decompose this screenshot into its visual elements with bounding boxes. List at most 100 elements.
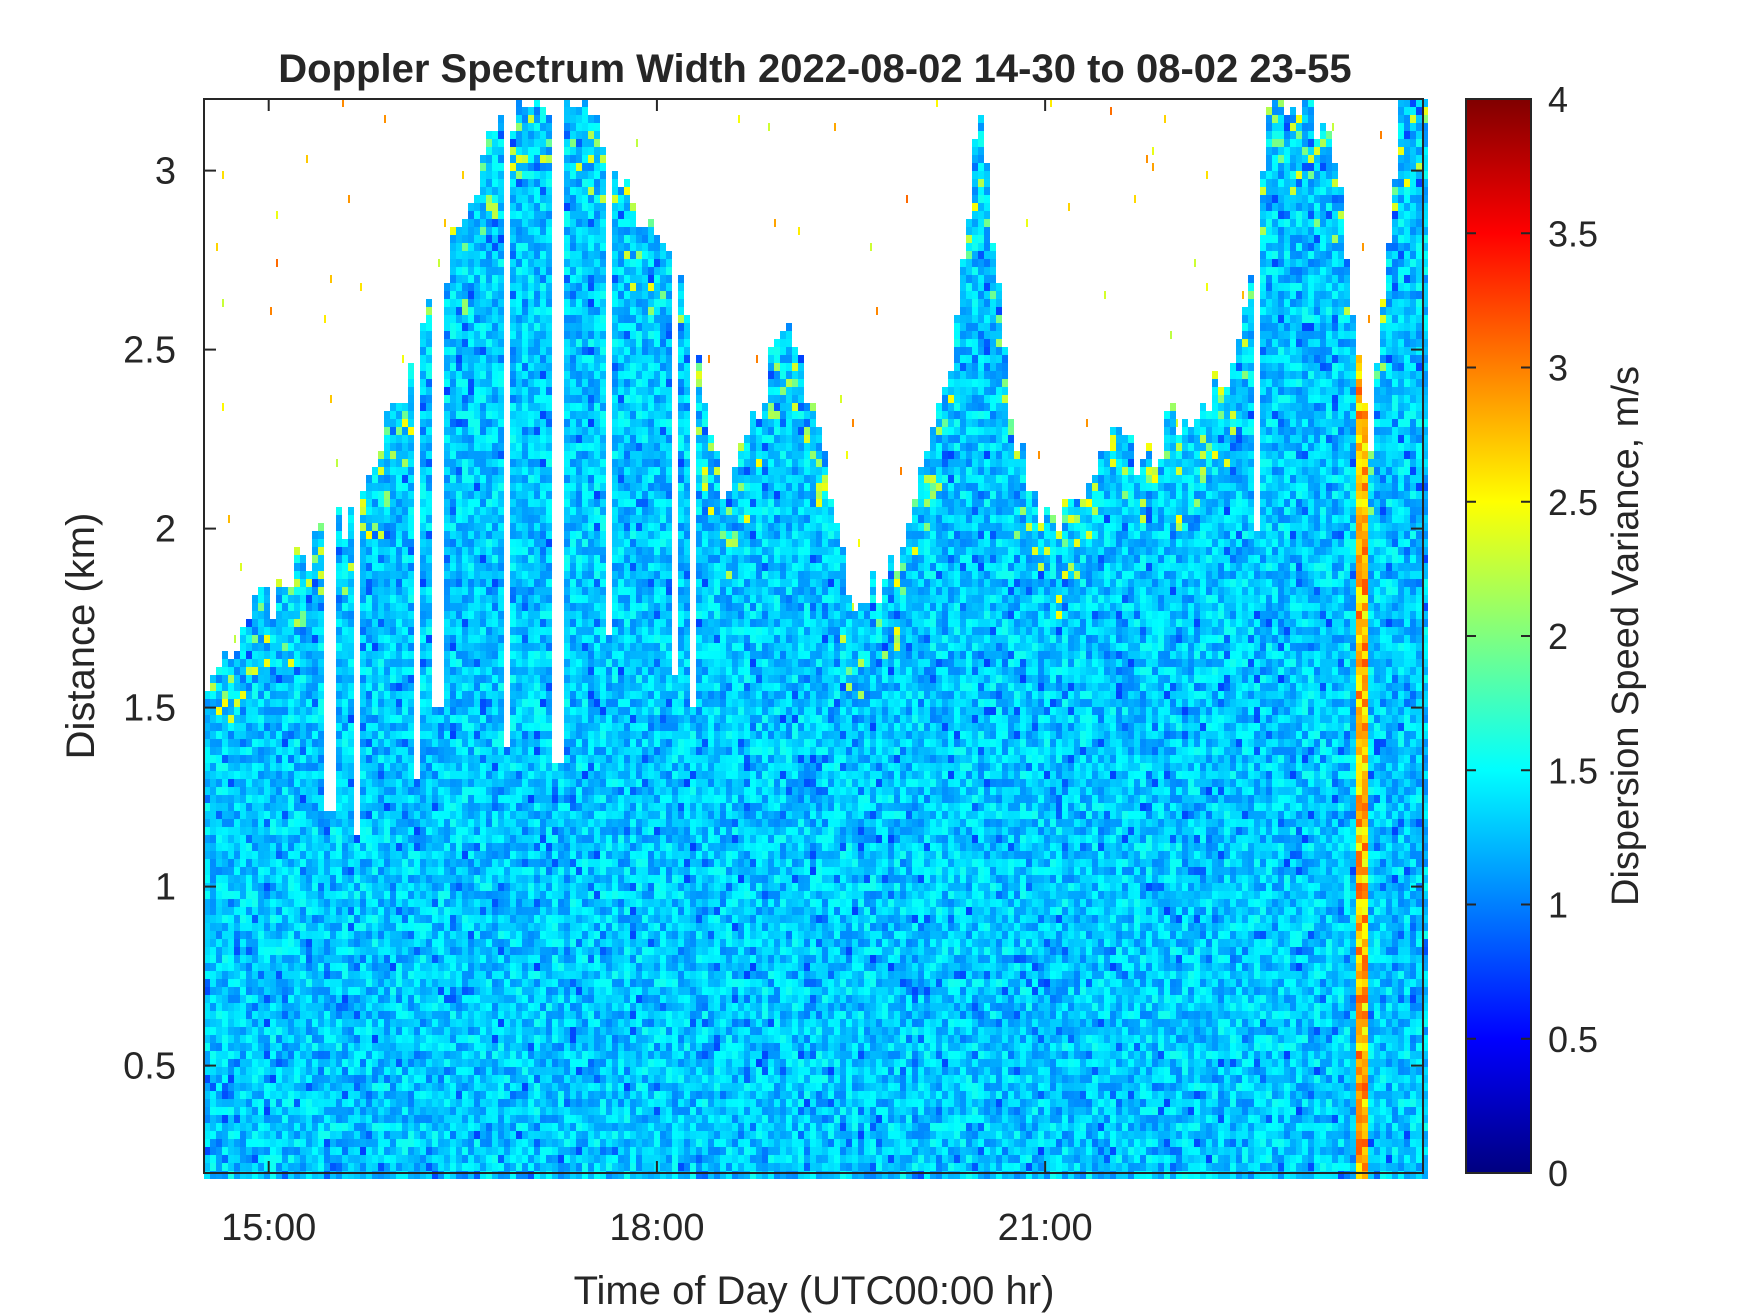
heatmap-cell xyxy=(372,1003,378,1011)
heatmap-cell xyxy=(486,683,492,691)
heatmap-cell xyxy=(534,651,540,659)
heatmap-cell xyxy=(510,395,516,403)
heatmap-cell xyxy=(444,827,450,835)
heatmap-cell xyxy=(366,931,372,939)
heatmap-cell xyxy=(318,755,324,763)
heatmap-cell xyxy=(486,411,492,419)
heatmap-cell xyxy=(468,523,474,531)
heatmap-cell xyxy=(378,1059,384,1067)
heatmap-cell xyxy=(366,747,372,755)
heatmap-cell xyxy=(534,531,540,539)
heatmap-cell xyxy=(366,915,372,923)
heatmap-cell xyxy=(432,1011,438,1019)
heatmap-cell xyxy=(240,915,246,923)
heatmap-cell xyxy=(372,547,378,555)
heatmap-cell xyxy=(486,827,492,835)
heatmap-cell xyxy=(522,443,528,451)
heatmap-cell xyxy=(480,203,486,211)
heatmap-cell xyxy=(474,387,480,395)
heatmap-cell xyxy=(510,219,516,227)
heatmap-cell xyxy=(432,795,438,803)
heatmap-cell xyxy=(264,739,270,747)
heatmap-cell xyxy=(516,875,522,883)
heatmap-cell xyxy=(348,571,354,579)
heatmap-cell xyxy=(474,723,480,731)
heatmap-cell xyxy=(480,259,486,267)
heatmap-cell xyxy=(384,731,390,739)
heatmap-cell xyxy=(468,227,474,235)
heatmap-cell xyxy=(216,803,222,811)
heatmap-cell xyxy=(306,955,312,963)
heatmap-cell xyxy=(300,611,306,619)
heatmap-cell xyxy=(240,715,246,723)
heatmap-cell xyxy=(354,939,360,947)
heatmap-cell xyxy=(372,931,378,939)
heatmap-cell xyxy=(462,667,468,675)
heatmap-cell xyxy=(510,371,516,379)
heatmap-cell xyxy=(402,1083,408,1091)
heatmap-cell xyxy=(300,699,306,707)
heatmap-cell xyxy=(528,1059,534,1067)
heatmap-cell xyxy=(318,939,324,947)
heatmap-cell xyxy=(390,1099,396,1107)
heatmap-cell xyxy=(498,123,504,131)
heatmap-cell xyxy=(456,659,462,667)
heatmap-cell xyxy=(390,979,396,987)
heatmap-cell xyxy=(414,1115,420,1123)
heatmap-cell xyxy=(306,907,312,915)
heatmap-cell xyxy=(450,835,456,843)
heatmap-cell xyxy=(228,1067,234,1075)
heatmap-cell xyxy=(390,747,396,755)
heatmap-cell xyxy=(522,803,528,811)
heatmap-cell xyxy=(378,507,384,515)
heatmap-cell xyxy=(522,427,528,435)
heatmap-cell xyxy=(222,683,228,691)
heatmap-cell xyxy=(492,331,498,339)
heatmap-cell xyxy=(426,939,432,947)
heatmap-cell xyxy=(378,547,384,555)
heatmap-cell xyxy=(336,827,342,835)
heatmap-cell xyxy=(390,547,396,555)
heatmap-cell xyxy=(492,1131,498,1139)
heatmap-cell xyxy=(498,675,504,683)
heatmap-cell xyxy=(264,699,270,707)
heatmap-cell xyxy=(306,827,312,835)
heatmap-cell xyxy=(258,883,264,891)
heatmap-cell xyxy=(522,499,528,507)
heatmap-cell xyxy=(408,659,414,667)
heatmap-cell xyxy=(402,899,408,907)
heatmap-cell xyxy=(252,779,258,787)
heatmap-cell xyxy=(420,1043,426,1051)
heatmap-cell xyxy=(264,1035,270,1043)
heatmap-cell xyxy=(462,1107,468,1115)
heatmap-cell xyxy=(414,939,420,947)
heatmap-cell xyxy=(504,779,510,787)
heatmap-cell xyxy=(402,963,408,971)
heatmap-cell xyxy=(342,675,348,683)
heatmap-cell xyxy=(330,275,332,283)
heatmap-cell xyxy=(462,219,468,227)
heatmap-cell xyxy=(372,859,378,867)
heatmap-cell xyxy=(510,707,516,715)
heatmap-cell xyxy=(492,579,498,587)
heatmap-cell xyxy=(486,995,492,1003)
heatmap-cell xyxy=(318,587,324,595)
heatmap-cell xyxy=(450,611,456,619)
heatmap-cell xyxy=(498,555,504,563)
heatmap-cell xyxy=(510,851,516,859)
heatmap-cell xyxy=(450,819,456,827)
heatmap-cell xyxy=(384,715,390,723)
heatmap-cell xyxy=(444,891,450,899)
heatmap-cell xyxy=(480,443,486,451)
heatmap-cell xyxy=(486,451,492,459)
heatmap-cell xyxy=(210,867,216,875)
heatmap-cell xyxy=(396,539,402,547)
heatmap-cell xyxy=(474,1123,480,1131)
heatmap-cell xyxy=(438,1099,444,1107)
heatmap-cell xyxy=(282,715,288,723)
heatmap-cell xyxy=(504,1131,510,1139)
heatmap-cell xyxy=(450,1163,456,1171)
heatmap-cell xyxy=(414,899,420,907)
heatmap-cell xyxy=(486,491,492,499)
heatmap-cell xyxy=(264,1107,270,1115)
